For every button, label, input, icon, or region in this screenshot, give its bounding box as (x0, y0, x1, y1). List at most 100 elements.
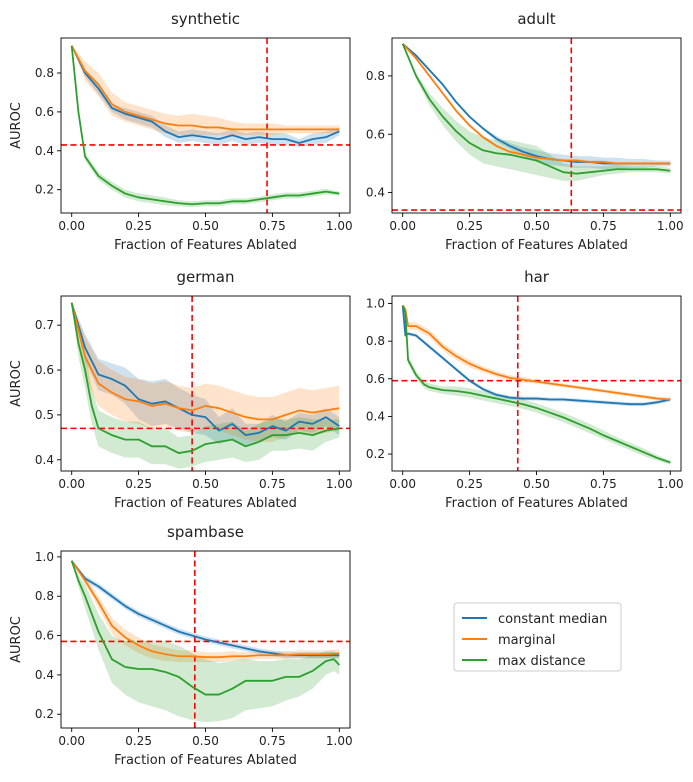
panel-title: german (177, 268, 235, 286)
panel-har: 0.00 0.25 0.50 0.75 1.00 0.2 0.4 0.6 0.8 1.0 har Fr… (366, 268, 684, 511)
line-max-distance (70, 45, 340, 206)
plot-area (61, 296, 350, 471)
y-tick-label: 0.5 (35, 408, 54, 422)
x-tick-label: 0.00 (58, 734, 85, 748)
plot-area (392, 296, 681, 471)
band-constant-median (71, 45, 340, 147)
x-tick-label: 0.25 (456, 219, 483, 233)
y-tick-label: 0.6 (366, 127, 385, 141)
band-max-distance (71, 302, 340, 469)
x-axis-label: Fraction of Features Ablated (445, 496, 628, 511)
panel-title: synthetic (171, 10, 240, 28)
x-tick-label: 0.75 (259, 219, 286, 233)
panel-german: 0.00 0.25 0.50 0.75 1.00 0.4 0.5 0.6 0.7 german Fr… (9, 268, 353, 511)
line-marginal (402, 43, 671, 165)
x-tick-label: 0.50 (192, 734, 219, 748)
x-tick-label: 1.00 (326, 477, 353, 491)
y-tick-label: 0.4 (366, 186, 385, 200)
band-marginal (71, 560, 340, 663)
plot-area (392, 38, 681, 213)
x-tick-label: 0.00 (58, 219, 85, 233)
line-constant-median (70, 302, 340, 437)
line-max-distance (70, 302, 340, 454)
x-tick-label: 0.50 (192, 477, 219, 491)
line-constant-median (402, 43, 671, 165)
x-tick-label: 0.25 (125, 477, 152, 491)
x-tick-label: 0.50 (523, 219, 550, 233)
x-tick-label: 1.00 (657, 219, 684, 233)
panel-spambase: 0.00 0.25 0.50 0.75 1.00 0.2 0.4 0.6 0.8 1.0 spamb… (9, 523, 353, 768)
y-tick-label: 0.8 (366, 334, 385, 348)
legend-label-marginal: marginal (498, 633, 555, 648)
x-tick-label: 0.75 (590, 477, 617, 491)
legend-label-constant-median: constant median (498, 612, 607, 627)
x-tick-label: 0.00 (389, 219, 416, 233)
line-marginal (70, 560, 340, 659)
x-tick-label: 0.00 (58, 477, 85, 491)
y-tick-label: 0.4 (35, 144, 54, 158)
x-tick-label: 1.00 (326, 219, 353, 233)
x-tick-label: 0.50 (192, 219, 219, 233)
x-tick-label: 0.25 (456, 477, 483, 491)
y-tick-label: 0.6 (35, 629, 54, 643)
x-axis-label: Fraction of Features Ablated (114, 496, 297, 511)
y-tick-label: 0.6 (366, 372, 385, 386)
band-constant-median (71, 302, 340, 447)
band-max-distance (402, 43, 671, 181)
y-tick-label: 0.2 (35, 707, 54, 721)
x-axis-label: Fraction of Features Ablated (445, 238, 628, 253)
legend-label-max-distance: max distance (498, 654, 586, 669)
x-tick-label: 0.75 (259, 477, 286, 491)
band-marginal (71, 302, 340, 442)
line-max-distance (401, 305, 671, 464)
plot-area (61, 551, 350, 728)
panel-adult: 0.00 0.25 0.50 0.75 1.00 0.4 0.6 0.8 adult Fracti… (366, 10, 684, 253)
y-tick-label: 0.4 (35, 453, 54, 467)
band-max-distance (71, 45, 340, 208)
y-axis-label: AUROC (9, 360, 24, 407)
y-tick-label: 0.8 (35, 589, 54, 603)
y-axis-label: AUROC (9, 102, 24, 149)
x-tick-label: 0.75 (259, 734, 286, 748)
line-marginal (70, 302, 340, 421)
y-tick-label: 0.6 (35, 363, 54, 377)
y-tick-label: 0.8 (35, 66, 54, 80)
y-tick-label: 0.2 (35, 183, 54, 197)
panel-synthetic: 0.00 0.25 0.50 0.75 1.00 0.2 0.4 0.6 0.8 syntheti… (9, 10, 353, 253)
line-constant-median (70, 45, 340, 144)
panel-title: har (524, 268, 550, 286)
band-max-distance (402, 305, 671, 465)
y-tick-label: 0.2 (366, 447, 385, 461)
y-tick-label: 0.8 (366, 69, 385, 83)
line-max-distance (70, 560, 340, 696)
axes-frame (391, 37, 682, 214)
x-tick-label: 0.75 (590, 219, 617, 233)
band-max-distance (71, 560, 340, 723)
y-tick-label: 0.6 (35, 105, 54, 119)
panel-title: adult (517, 10, 555, 28)
line-marginal (401, 304, 671, 401)
panel-title: spambase (167, 523, 244, 541)
band-marginal (71, 45, 340, 136)
x-tick-label: 1.00 (657, 477, 684, 491)
x-tick-label: 0.25 (125, 734, 152, 748)
x-tick-label: 1.00 (326, 734, 353, 748)
x-axis-label: Fraction of Features Ablated (114, 238, 297, 253)
y-axis-label: AUROC (9, 616, 24, 663)
y-tick-label: 0.4 (35, 668, 54, 682)
x-tick-label: 0.50 (523, 477, 550, 491)
y-tick-label: 0.7 (35, 318, 54, 332)
line-constant-median (401, 305, 671, 406)
y-tick-label: 0.4 (366, 409, 385, 423)
legend-frame (453, 602, 622, 672)
x-axis-label: Fraction of Features Ablated (114, 753, 297, 768)
line-marginal (70, 45, 340, 131)
x-tick-label: 0.25 (125, 219, 152, 233)
y-tick-label: 1.0 (35, 550, 54, 564)
x-tick-label: 0.00 (389, 477, 416, 491)
plot-area (61, 38, 350, 213)
line-max-distance (401, 43, 671, 175)
legend: constant median marginal max distance (453, 602, 622, 672)
y-tick-label: 1.0 (366, 297, 385, 311)
